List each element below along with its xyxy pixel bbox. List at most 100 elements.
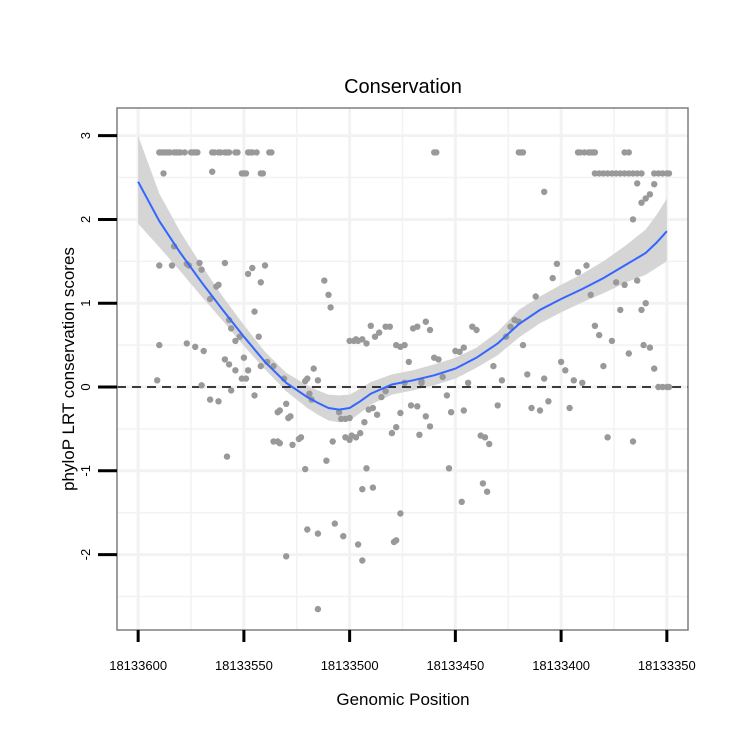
smooth-line-layer: [137, 181, 668, 411]
data-point: [665, 170, 673, 177]
data-point: [612, 279, 620, 286]
data-point: [498, 377, 506, 384]
data-point: [646, 344, 654, 351]
data-point: [242, 170, 250, 177]
data-point: [524, 371, 531, 378]
data-point: [519, 341, 527, 349]
data-point: [570, 377, 577, 384]
data-point: [583, 262, 590, 269]
data-point: [456, 348, 463, 355]
data-point: [257, 279, 264, 286]
data-point: [562, 367, 569, 374]
data-point: [251, 308, 258, 315]
data-point: [367, 322, 374, 329]
data-point: [481, 434, 489, 441]
data-point: [642, 195, 649, 202]
data-point: [314, 377, 322, 384]
data-point: [574, 269, 582, 276]
data-point: [634, 277, 641, 284]
data-point: [253, 149, 260, 156]
data-point: [200, 347, 207, 355]
data-point: [369, 484, 377, 491]
y-axis-title: phyloP LRT conservation scores: [59, 247, 78, 491]
data-point: [156, 262, 163, 269]
data-point: [460, 407, 467, 414]
data-point: [234, 149, 241, 156]
data-point: [228, 325, 235, 332]
data-point: [261, 262, 269, 269]
data-point: [314, 605, 322, 613]
data-point: [304, 526, 311, 533]
data-point: [401, 341, 408, 349]
data-point: [232, 367, 239, 374]
data-point: [532, 293, 539, 300]
data-point: [363, 465, 370, 472]
data-points: [154, 149, 673, 613]
data-point: [255, 333, 262, 340]
data-point: [638, 306, 645, 314]
data-point: [154, 377, 161, 384]
data-point: [359, 486, 366, 493]
data-point: [587, 291, 594, 298]
data-point: [541, 375, 548, 382]
data-point: [304, 375, 311, 382]
data-point: [591, 149, 599, 156]
data-point: [486, 440, 493, 448]
data-point: [416, 431, 423, 438]
y-tick-label: 2: [78, 216, 93, 223]
data-point: [289, 441, 296, 448]
data-point: [249, 264, 256, 272]
data-point: [244, 149, 252, 156]
data-point: [376, 329, 383, 336]
data-point: [393, 424, 400, 431]
data-point: [651, 365, 658, 372]
data-point: [642, 300, 649, 307]
data-point: [625, 350, 632, 357]
data-point: [198, 266, 205, 273]
data-point: [359, 557, 366, 564]
data-point: [232, 337, 239, 345]
data-point: [283, 400, 290, 407]
data-point: [541, 188, 548, 195]
data-point: [426, 326, 434, 334]
data-point: [302, 465, 309, 473]
data-point: [591, 322, 599, 329]
y-tick-label: 3: [78, 132, 93, 139]
data-point: [283, 553, 290, 560]
data-point: [181, 149, 188, 156]
data-point: [215, 398, 222, 405]
data-point: [183, 340, 190, 347]
data-point: [371, 333, 379, 340]
data-point: [494, 402, 501, 409]
data-point: [536, 407, 544, 414]
x-axis-title: Genomic Position: [336, 690, 469, 709]
data-point: [359, 336, 366, 343]
data-point: [168, 262, 176, 269]
data-point: [206, 396, 214, 403]
x-tick-label: 18133350: [638, 658, 696, 673]
data-point: [596, 331, 603, 339]
data-point: [528, 404, 535, 412]
data-point: [382, 388, 389, 395]
data-point: [629, 216, 637, 223]
data-point: [276, 407, 283, 414]
data-point: [566, 404, 573, 412]
data-point: [640, 341, 647, 349]
data-point: [331, 520, 338, 527]
data-point: [346, 414, 353, 422]
data-point: [192, 343, 199, 350]
data-point: [549, 274, 556, 282]
data-point: [196, 259, 203, 267]
data-point: [665, 383, 673, 391]
data-point: [646, 191, 654, 198]
data-point: [160, 170, 167, 177]
data-point: [458, 498, 465, 505]
data-point: [397, 409, 404, 417]
data-point: [557, 358, 565, 366]
data-point: [405, 358, 412, 366]
y-tick-label: 0: [78, 383, 93, 390]
data-point: [242, 375, 250, 382]
data-point: [297, 434, 305, 441]
data-point: [414, 323, 421, 330]
data-point: [221, 356, 229, 363]
